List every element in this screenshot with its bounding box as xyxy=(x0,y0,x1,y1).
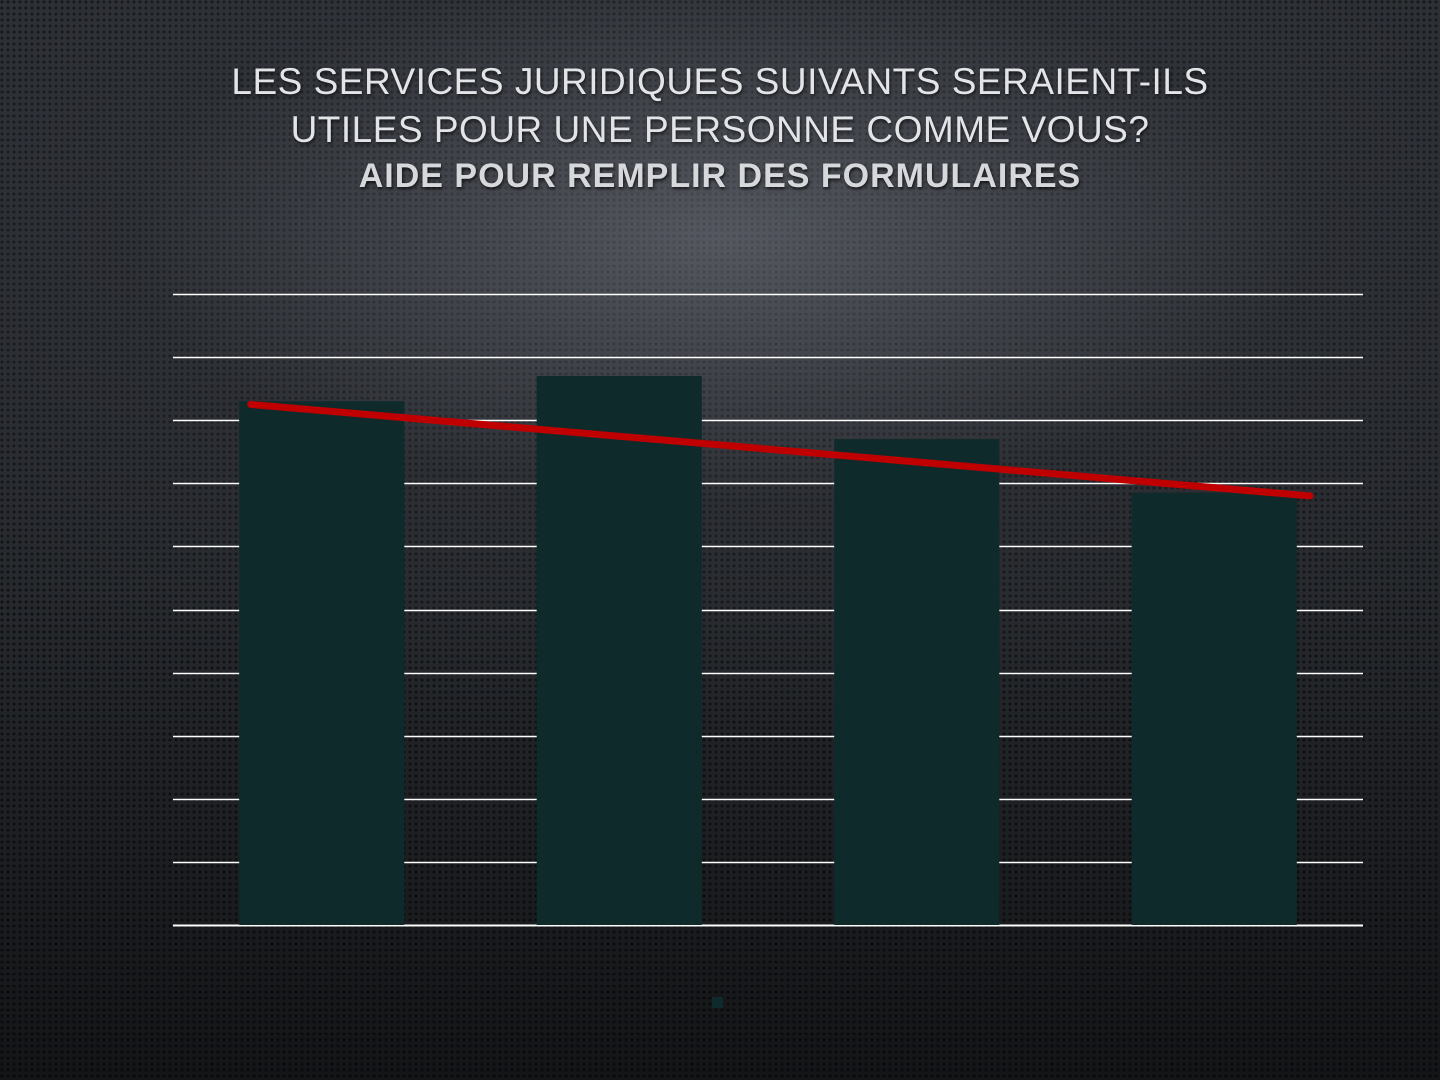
legend xyxy=(0,994,1440,1012)
title-line-2: UTILES POUR UNE PERSONNE COMME VOUS? xyxy=(290,109,1150,150)
bar-4 xyxy=(1131,492,1297,925)
bars xyxy=(239,376,1297,925)
chart-subtitle: AIDE POUR REMPLIR DES FORMULAIRES xyxy=(358,157,1082,195)
bar-3 xyxy=(834,439,1000,925)
trendline xyxy=(247,400,1314,500)
legend-swatch xyxy=(711,997,723,1009)
slide-title: LES SERVICES JURIDIQUES SUIVANTS SERAIEN… xyxy=(100,58,1340,198)
title-line-1: LES SERVICES JURIDIQUES SUIVANTS SERAIEN… xyxy=(231,61,1209,102)
trendline-group xyxy=(247,400,1314,500)
bar-2 xyxy=(536,376,702,925)
bar-1 xyxy=(239,401,405,925)
